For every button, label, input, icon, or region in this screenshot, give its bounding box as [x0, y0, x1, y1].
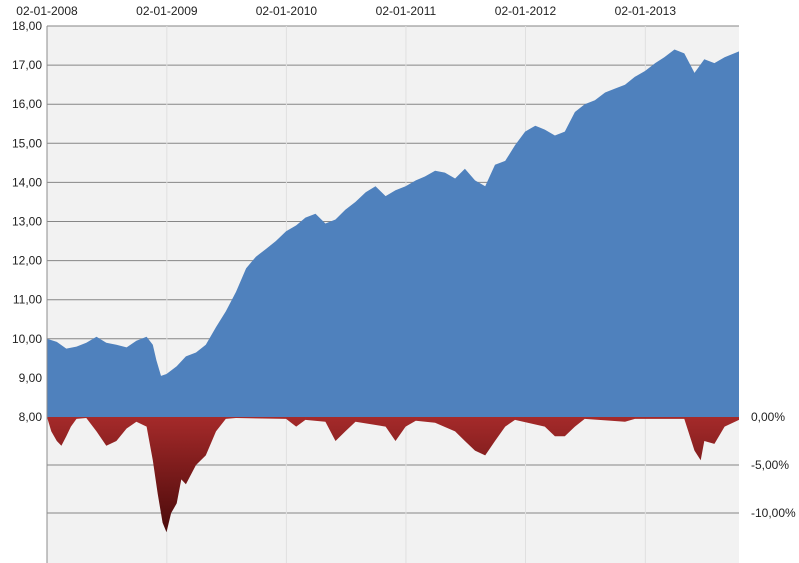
left-tick-label: 15,00 [12, 136, 42, 150]
left-tick-label: 17,00 [12, 58, 42, 72]
right-axis-ticks: 0,00% -5,00% -10,00% [751, 410, 796, 520]
left-tick-label: 8,00 [19, 410, 43, 424]
left-tick-label: 14,00 [12, 175, 42, 189]
left-tick-label: 13,00 [12, 215, 42, 229]
x-axis-ticks: 02-01-2008 02-01-2009 02-01-2010 02-01-2011… [16, 4, 676, 18]
left-tick-label: 12,00 [12, 254, 42, 268]
x-tick-label: 02-01-2013 [615, 4, 677, 18]
x-tick-label: 02-01-2010 [256, 4, 318, 18]
left-axis-ticks: 8,00 9,00 10,00 11,00 12,00 13,00 14,00 15,00 16… [12, 19, 42, 424]
left-tick-label: 11,00 [13, 293, 42, 307]
right-tick-label: -10,00% [751, 506, 796, 520]
left-tick-label: 18,00 [12, 19, 42, 33]
x-tick-label: 02-01-2012 [495, 4, 557, 18]
x-tick-label: 02-01-2009 [136, 4, 198, 18]
left-tick-label: 10,00 [12, 332, 42, 346]
right-tick-label: -5,00% [751, 458, 789, 472]
price-area-series [47, 49, 739, 417]
x-tick-label: 02-01-2008 [16, 4, 78, 18]
left-tick-label: 9,00 [19, 371, 43, 385]
drawdown-area-series [47, 417, 739, 533]
left-tick-label: 16,00 [12, 97, 42, 111]
x-tick-label: 02-01-2011 [376, 4, 437, 18]
right-tick-label: 0,00% [751, 410, 785, 424]
